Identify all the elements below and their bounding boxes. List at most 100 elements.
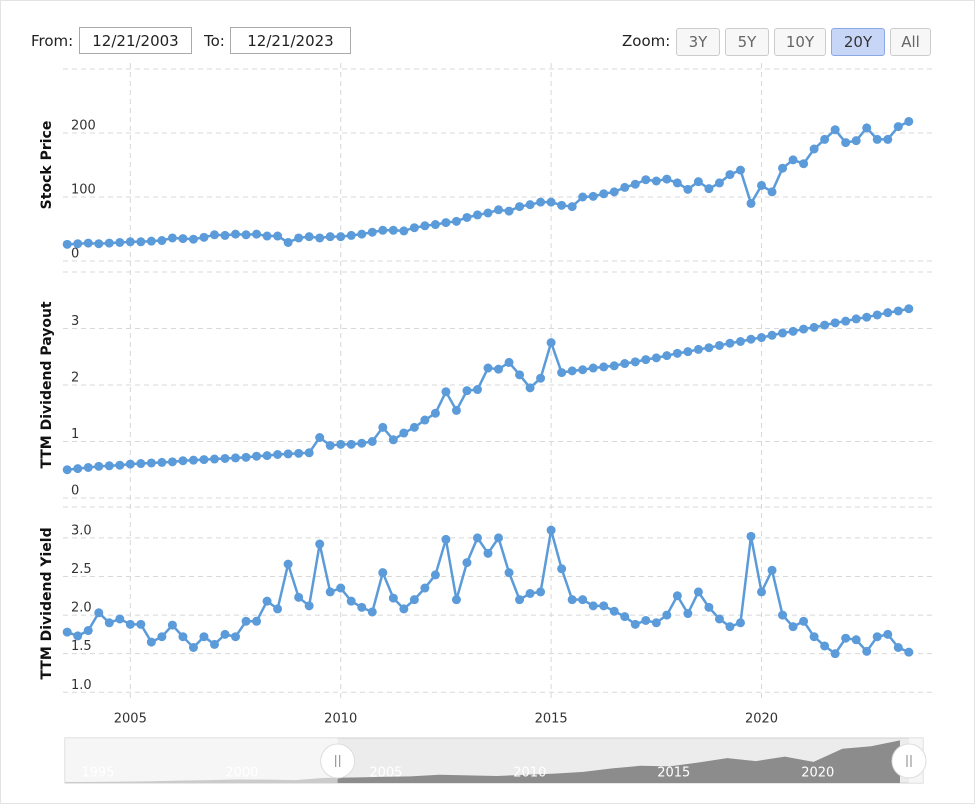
navigator-area (65, 740, 900, 783)
zoom-button[interactable]: 5Y (725, 28, 769, 56)
data-point (188, 234, 198, 244)
navigator-handle[interactable] (891, 743, 927, 779)
data-point (252, 616, 262, 626)
data-point (157, 457, 167, 467)
data-point (778, 163, 788, 173)
data-point (430, 220, 440, 230)
y-tick-label: 3 (71, 314, 79, 329)
data-point (830, 125, 840, 135)
data-point (252, 229, 262, 239)
data-point (262, 451, 272, 461)
data-point (862, 312, 872, 322)
data-point (515, 595, 525, 605)
y-tick-label: 0 (71, 484, 79, 499)
zoom-button[interactable]: All (890, 28, 931, 56)
data-point (578, 365, 588, 375)
data-point (420, 583, 430, 593)
data-point (504, 568, 514, 578)
data-point (567, 595, 577, 605)
from-input[interactable]: 12/21/2003 (79, 27, 192, 54)
data-point (641, 615, 651, 625)
data-point (757, 333, 767, 343)
data-point (336, 583, 346, 593)
data-point (283, 559, 293, 569)
data-point (294, 233, 304, 243)
zoom-button[interactable]: 3Y (676, 28, 720, 56)
data-point (820, 134, 830, 144)
from-label: From: (31, 32, 74, 50)
data-point (504, 206, 514, 216)
y-tick-label: 2 (71, 371, 79, 386)
data-point (209, 230, 219, 240)
data-point (788, 155, 798, 165)
data-point (536, 587, 546, 597)
data-point (862, 123, 872, 133)
data-point (420, 221, 430, 231)
data-point (683, 609, 693, 619)
data-point (809, 144, 819, 154)
data-point (788, 326, 798, 336)
data-point (409, 595, 419, 605)
data-point (746, 531, 756, 541)
data-point (357, 602, 367, 612)
data-point (788, 622, 798, 632)
data-point (462, 386, 472, 396)
data-point (346, 230, 356, 240)
data-point (73, 239, 83, 249)
data-point (430, 408, 440, 418)
y-tick-label: 0 (71, 247, 79, 262)
data-point (883, 134, 893, 144)
data-point (746, 334, 756, 344)
data-point (378, 568, 388, 578)
data-point (62, 465, 72, 475)
y-tick-label: 3.0 (71, 523, 92, 538)
data-point (104, 461, 114, 471)
data-point (115, 460, 125, 470)
data-point (546, 525, 556, 535)
data-point (725, 622, 735, 632)
y-tick-label: 1 (71, 427, 79, 442)
data-point (799, 616, 809, 626)
data-point (567, 202, 577, 212)
data-point (546, 197, 556, 207)
data-point (536, 197, 546, 207)
zoom-button[interactable]: 20Y (831, 28, 885, 56)
data-point (378, 225, 388, 235)
navigator-tick-label: 2005 (369, 766, 402, 781)
data-point (294, 448, 304, 458)
data-point (672, 348, 682, 358)
data-point (399, 604, 409, 614)
data-point (735, 336, 745, 346)
data-point (662, 174, 672, 184)
data-point (378, 422, 388, 432)
navigator-handle[interactable] (320, 743, 356, 779)
data-point (146, 637, 156, 647)
to-input[interactable]: 12/21/2023 (230, 27, 351, 54)
data-point (672, 178, 682, 188)
data-point (220, 629, 230, 639)
data-point (462, 558, 472, 568)
data-point (83, 238, 93, 248)
data-point (62, 627, 72, 637)
data-point (125, 619, 135, 629)
y-tick-label: 2.5 (71, 562, 92, 577)
y-tick-label: 2.0 (71, 601, 92, 616)
data-point (883, 629, 893, 639)
data-point (872, 134, 882, 144)
data-point (830, 318, 840, 328)
data-point (115, 237, 125, 247)
data-point (778, 610, 788, 620)
data-point (94, 461, 104, 471)
data-point (557, 368, 567, 378)
data-point (588, 363, 598, 373)
data-point (83, 626, 93, 636)
data-point (409, 223, 419, 233)
data-point (167, 620, 177, 630)
data-point (283, 237, 293, 247)
data-point (872, 310, 882, 320)
data-point (136, 237, 146, 247)
x-tick-label: 2010 (324, 712, 357, 727)
data-point (157, 236, 167, 246)
zoom-button[interactable]: 10Y (774, 28, 826, 56)
